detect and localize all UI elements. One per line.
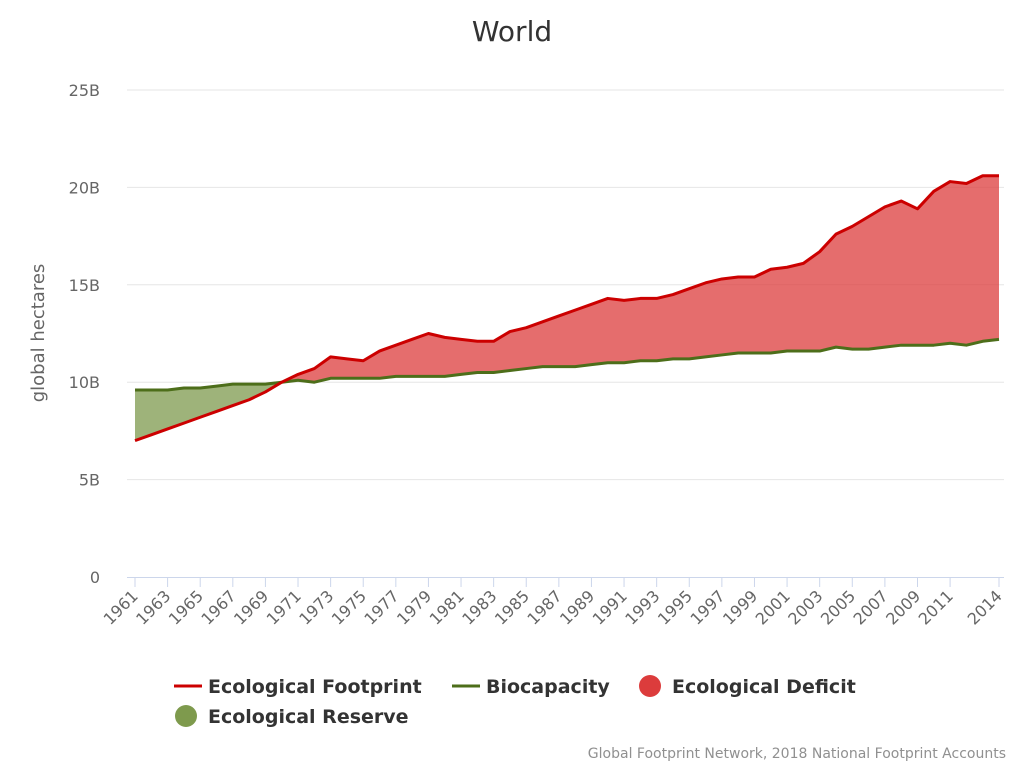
y-tick-label: 15B <box>69 276 100 295</box>
x-tick-label: 1981 <box>426 586 468 628</box>
ecological-footprint-line[interactable] <box>134 174 999 443</box>
x-tick-label: 1985 <box>491 586 533 628</box>
legend: Ecological Footprint Biocapacity Ecologi… <box>174 675 856 728</box>
x-tick-label: 1999 <box>719 586 761 628</box>
x-tick-label: 1987 <box>523 586 565 628</box>
x-tick-label: 1995 <box>654 586 696 628</box>
legend-item-ecological-deficit[interactable]: Ecological Deficit <box>639 675 856 698</box>
y-axis-ticks: 0 5B 10B 15B 20B 25B <box>69 81 100 587</box>
x-tick-label: 1979 <box>393 586 435 628</box>
y-tick-label: 0 <box>90 568 100 587</box>
legend-label-biocapacity: Biocapacity <box>486 676 610 698</box>
x-tick-label: 2003 <box>784 586 826 628</box>
x-tick-label: 2005 <box>817 586 859 628</box>
y-axis-label: global hectares <box>28 264 49 403</box>
x-tick-label: 1975 <box>328 586 370 628</box>
x-tick-label: 2014 <box>964 586 1006 628</box>
x-tick-label: 1961 <box>100 586 142 628</box>
y-tick-label: 10B <box>69 373 100 392</box>
legend-swatch-reserve <box>175 705 197 727</box>
x-tick-label: 2001 <box>752 586 794 628</box>
x-tick-label: 2011 <box>915 586 957 628</box>
legend-label-reserve: Ecological Reserve <box>208 706 409 728</box>
x-tick-label: 1967 <box>197 586 239 628</box>
y-tick-label: 20B <box>69 178 100 197</box>
x-tick-label: 1983 <box>458 586 500 628</box>
x-tick-label: 1977 <box>360 586 402 628</box>
x-tick-label: 1993 <box>621 586 663 628</box>
legend-item-ecological-footprint[interactable]: Ecological Footprint <box>174 676 422 698</box>
x-tick-label: 2009 <box>882 586 924 628</box>
x-tick-label: 1963 <box>132 586 174 628</box>
x-tick-label: 1997 <box>686 586 728 628</box>
legend-item-ecological-reserve[interactable]: Ecological Reserve <box>175 705 409 728</box>
x-tick-label: 1971 <box>263 586 305 628</box>
credits[interactable]: Global Footprint Network, 2018 National … <box>588 746 1006 762</box>
y-tick-label: 25B <box>69 81 100 100</box>
x-tick-label: 1965 <box>165 586 207 628</box>
ecological-deficit-area <box>281 175 999 383</box>
chart-title: World <box>472 15 552 48</box>
y-tick-label: 5B <box>79 471 100 490</box>
legend-label-footprint: Ecological Footprint <box>208 676 422 698</box>
x-tick-label: 1969 <box>230 586 272 628</box>
x-tick-label: 1989 <box>556 586 598 628</box>
x-axis: 1961196319651967196919711973197519771979… <box>100 577 1006 629</box>
x-tick-label: 1973 <box>295 586 337 628</box>
x-tick-label: 2007 <box>849 586 891 628</box>
x-tick-label: 1991 <box>589 586 631 628</box>
legend-item-biocapacity[interactable]: Biocapacity <box>452 676 610 698</box>
legend-label-deficit: Ecological Deficit <box>672 676 856 698</box>
series-lines <box>134 174 1000 443</box>
legend-swatch-deficit <box>639 675 661 697</box>
